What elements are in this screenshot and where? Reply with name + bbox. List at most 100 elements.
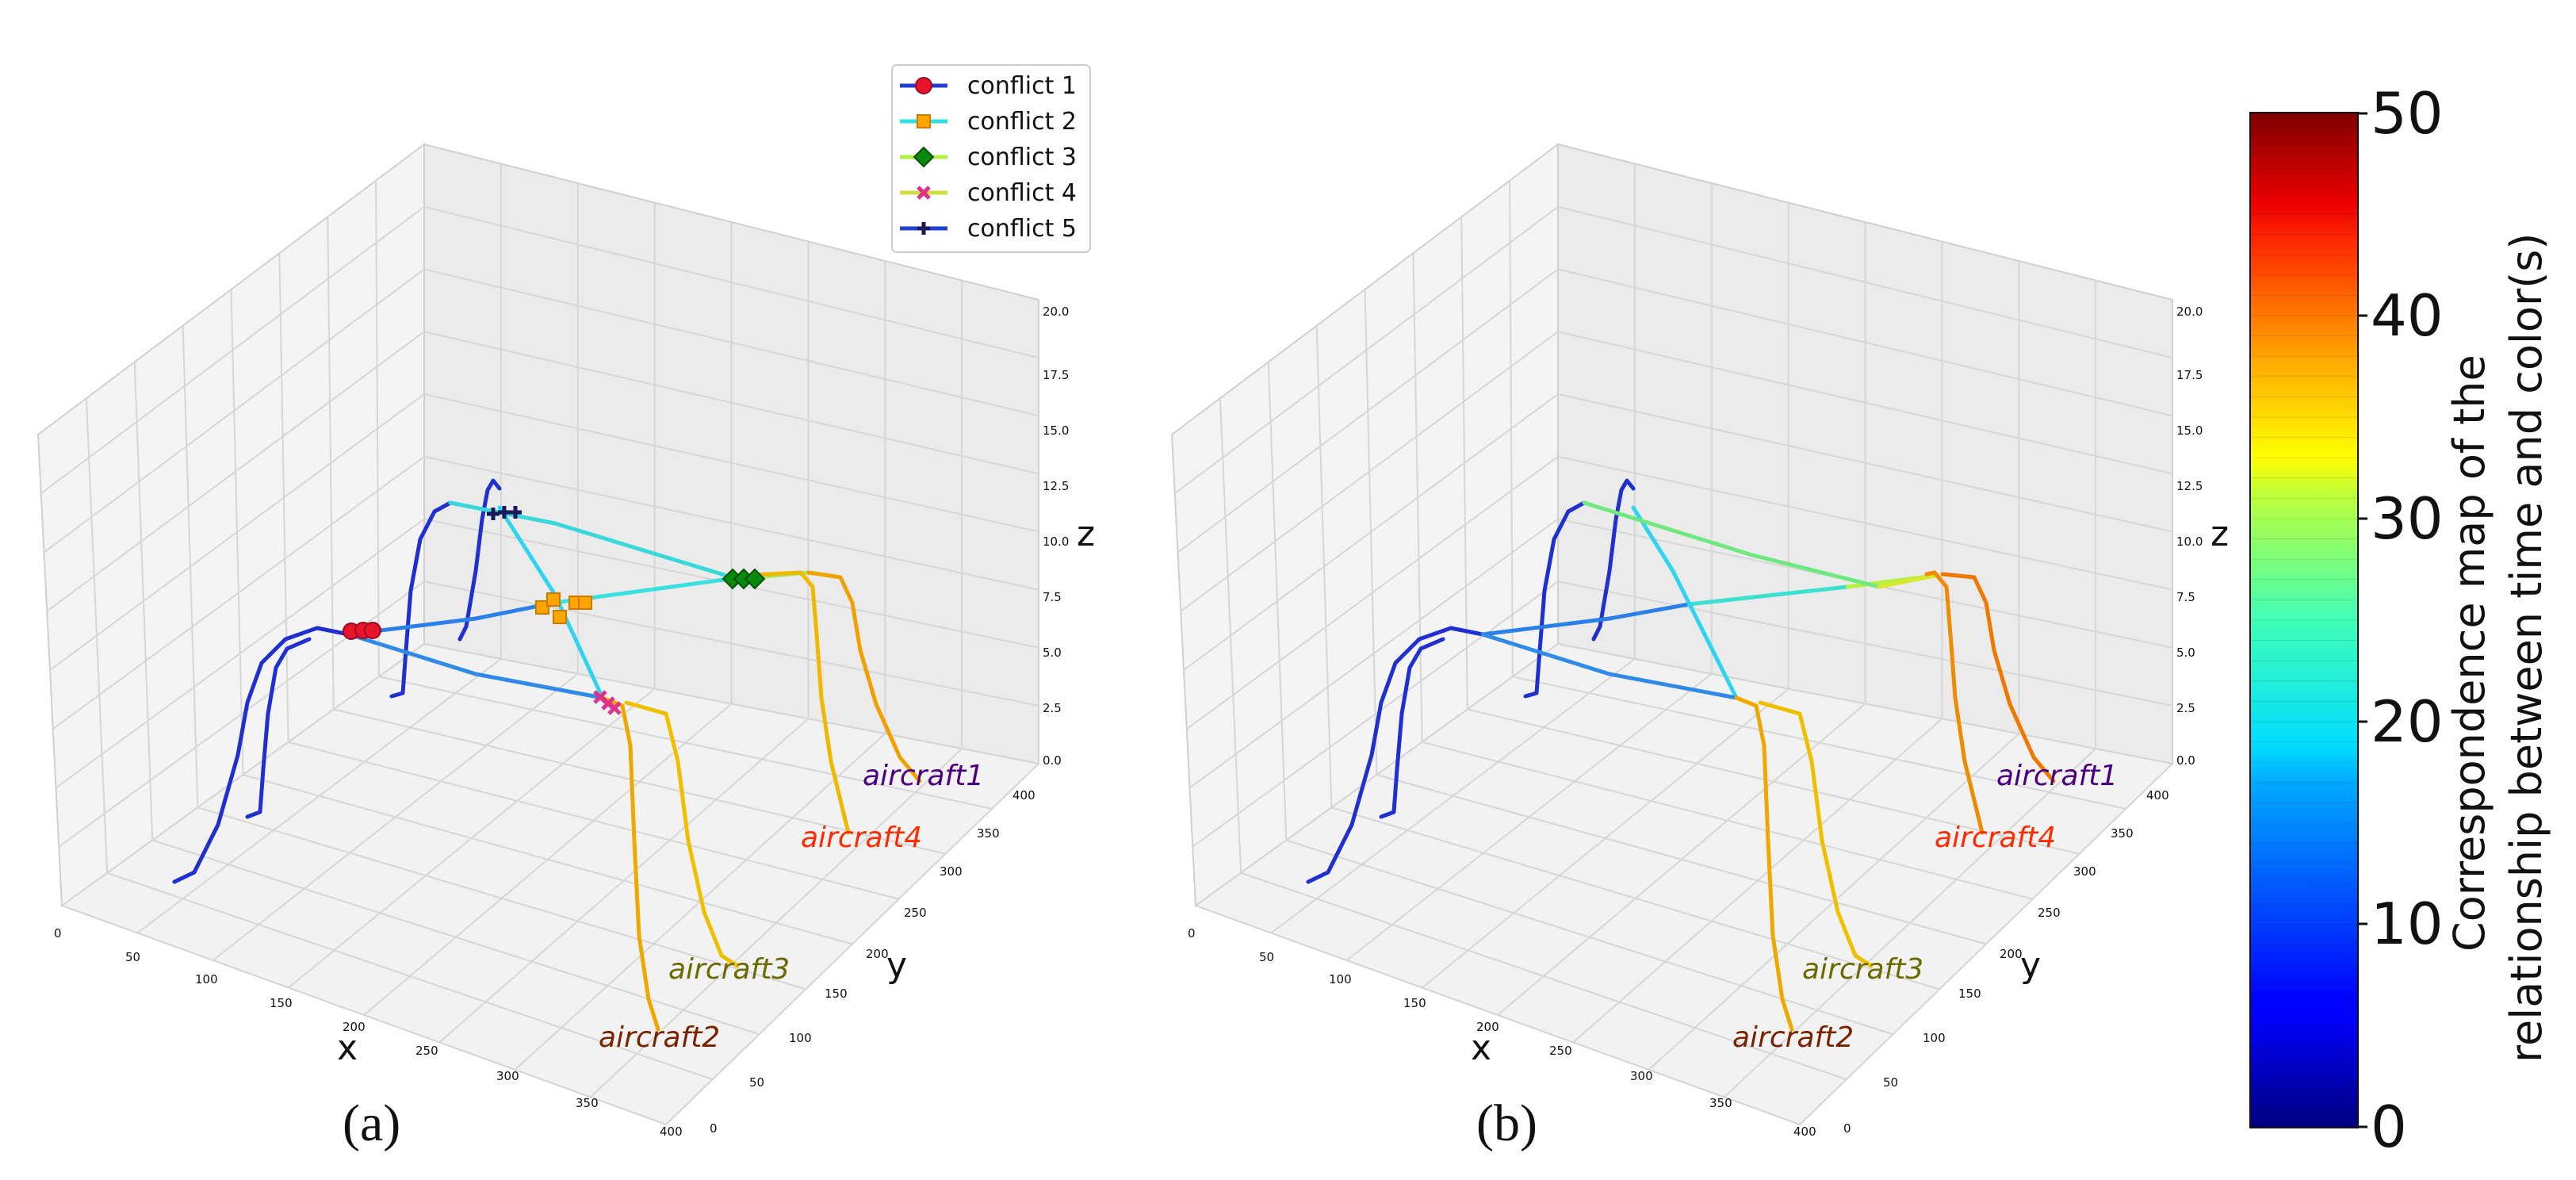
gridline bbox=[375, 180, 380, 677]
y-axis-label-a: y bbox=[886, 945, 907, 986]
conflict-2-point bbox=[535, 600, 549, 615]
x-tick-label: 0 bbox=[1188, 926, 1196, 941]
gridline bbox=[423, 331, 1039, 475]
pane-floor-b bbox=[1193, 642, 2175, 1126]
x-tick-label: 250 bbox=[1549, 1044, 1572, 1058]
aircraft3-label-b: aircraft3 bbox=[1802, 953, 1923, 986]
trajectory-aircraft1-descent bbox=[806, 570, 922, 783]
conflict-markers-a bbox=[343, 506, 766, 715]
trajectory-cross-yellow-4 bbox=[1877, 573, 1937, 589]
gridline bbox=[1177, 268, 1559, 554]
gridlines-a bbox=[40, 163, 1039, 1098]
z-tick-label: 20.0 bbox=[1043, 305, 1069, 319]
trajectories-b bbox=[1306, 478, 2056, 1032]
x-tick-label: 0 bbox=[54, 926, 62, 941]
conflict-4-markers bbox=[593, 690, 622, 715]
y-tick-label: 350 bbox=[2111, 826, 2134, 841]
x-axis-label-b: x bbox=[1471, 1028, 1491, 1068]
legend-label: conflict 1 bbox=[967, 72, 1077, 100]
gridline bbox=[363, 703, 733, 1016]
gridline bbox=[1180, 331, 1559, 612]
gridline bbox=[1460, 216, 1468, 710]
trajectory-aircraft1-climb bbox=[1591, 478, 1636, 642]
gridline bbox=[423, 205, 1039, 359]
trajectory-aircraft4-descent bbox=[1924, 570, 1985, 835]
colorbar-stripes bbox=[2250, 132, 2358, 1108]
gridline bbox=[1512, 676, 2126, 810]
trajectory-cross-cyan-2 bbox=[1631, 505, 1739, 700]
z-tick-label: 20.0 bbox=[2176, 305, 2203, 319]
y-tick-label: 200 bbox=[866, 947, 889, 961]
x-axis-label-a: x bbox=[337, 1028, 358, 1068]
gridlines-b bbox=[1174, 163, 2173, 1098]
conflict-5-point bbox=[487, 508, 500, 520]
conflict-4-point bbox=[607, 701, 622, 715]
z-tick-label: 0.0 bbox=[2176, 753, 2195, 768]
z-axis-label-a: z bbox=[1077, 514, 1095, 554]
x-tick-label: 100 bbox=[1329, 972, 1352, 987]
aircraft1-label-a: aircraft1 bbox=[863, 760, 984, 792]
z-tick-label: 7.5 bbox=[2176, 590, 2195, 604]
conflict-2-point bbox=[546, 592, 561, 607]
legend-entry-conflict-4: conflict 4 bbox=[900, 179, 1077, 207]
trajectory-cross-green-3 bbox=[1582, 500, 1881, 589]
y-tick-label: 50 bbox=[1883, 1075, 1898, 1090]
z-tick-label: 15.0 bbox=[2176, 423, 2203, 438]
x-tick-label: 100 bbox=[195, 972, 218, 987]
y-axis-ticks-b: 0 50 100 150 200 250 300 350 400 bbox=[1843, 788, 2169, 1136]
x-tick-label: 200 bbox=[343, 1020, 366, 1034]
trajectory-cross-teal-3 bbox=[448, 500, 740, 581]
trajectory-aircraft3-climb bbox=[1379, 637, 1445, 819]
gridline bbox=[1557, 268, 2173, 417]
colorbar: 0 10 20 30 40 50 Correspondence map of t… bbox=[2249, 80, 2551, 1160]
y-tick-label: 0 bbox=[710, 1121, 718, 1136]
legend-marker-square bbox=[917, 114, 931, 128]
trajectory-aircraft2-descent bbox=[1734, 695, 1794, 1032]
colorbar-tick-label: 20 bbox=[2371, 688, 2444, 755]
trajectory-aircraft1-descent bbox=[1940, 572, 2056, 783]
legend-marker-x bbox=[917, 186, 931, 200]
y-tick-label: 400 bbox=[2146, 788, 2169, 803]
legend-entry-conflict-5: conflict 5 bbox=[900, 215, 1077, 243]
trajectory-aircraft2-climb bbox=[172, 626, 351, 884]
y-axis-label-b: y bbox=[2020, 945, 2041, 986]
z-tick-label: 12.5 bbox=[1043, 479, 1069, 493]
z-axis-ticks-a: 0.0 2.5 5.0 7.5 10.0 12.5 15.0 17.5 20.0 bbox=[1043, 305, 1069, 768]
conflict-2-markers bbox=[535, 592, 592, 624]
colorbar-tick-label: 40 bbox=[2371, 282, 2444, 349]
pane-floor-a bbox=[59, 642, 1041, 1126]
x-tick-label: 50 bbox=[125, 950, 140, 964]
x-tick-label: 350 bbox=[576, 1096, 599, 1110]
colorbar-gradient bbox=[2249, 112, 2359, 1128]
trajectory-aircraft3-descent bbox=[624, 700, 740, 968]
y-tick-label: 400 bbox=[1012, 788, 1035, 803]
y-axis-ticks-a: 0 50 100 150 200 250 300 350 400 bbox=[710, 788, 1035, 1136]
z-tick-label: 12.5 bbox=[2176, 479, 2203, 493]
z-tick-label: 17.5 bbox=[1043, 368, 1069, 382]
x-tick-label: 350 bbox=[1709, 1096, 1732, 1110]
z-tick-label: 17.5 bbox=[2176, 368, 2203, 382]
gridline bbox=[333, 708, 946, 855]
x-tick-label: 250 bbox=[415, 1044, 438, 1058]
legend-marker-circle bbox=[915, 77, 932, 94]
y-tick-label: 350 bbox=[977, 826, 1000, 841]
panel-b: 0.0 2.5 5.0 7.5 10.0 12.5 15.0 17.5 20.0… bbox=[1170, 142, 2229, 1152]
gridline bbox=[230, 289, 244, 776]
y-tick-label: 100 bbox=[789, 1031, 812, 1045]
x-tick-label: 50 bbox=[1259, 950, 1274, 964]
panel-a: 0.0 2.5 5.0 7.5 10.0 12.5 15.0 17.5 20.0… bbox=[36, 64, 1095, 1152]
aircraft3-label-a: aircraft3 bbox=[668, 953, 790, 986]
x-tick-label: 400 bbox=[660, 1124, 683, 1139]
legend-entry-conflict-1: conflict 1 bbox=[900, 72, 1077, 100]
y-tick-label: 50 bbox=[749, 1075, 764, 1090]
gridline bbox=[1422, 741, 2033, 900]
trajectory-cross-blue-1 bbox=[1480, 602, 1691, 637]
gridline bbox=[1497, 703, 1866, 1016]
x-axis-ticks-a: 0 50 100 150 200 250 300 350 400 bbox=[54, 926, 683, 1139]
x-tick-label: 150 bbox=[1403, 996, 1426, 1010]
aircraft4-label-b: aircraft4 bbox=[1935, 822, 2056, 854]
gridline bbox=[1557, 331, 2173, 475]
gridline bbox=[423, 268, 1039, 417]
z-tick-label: 15.0 bbox=[1043, 423, 1069, 438]
